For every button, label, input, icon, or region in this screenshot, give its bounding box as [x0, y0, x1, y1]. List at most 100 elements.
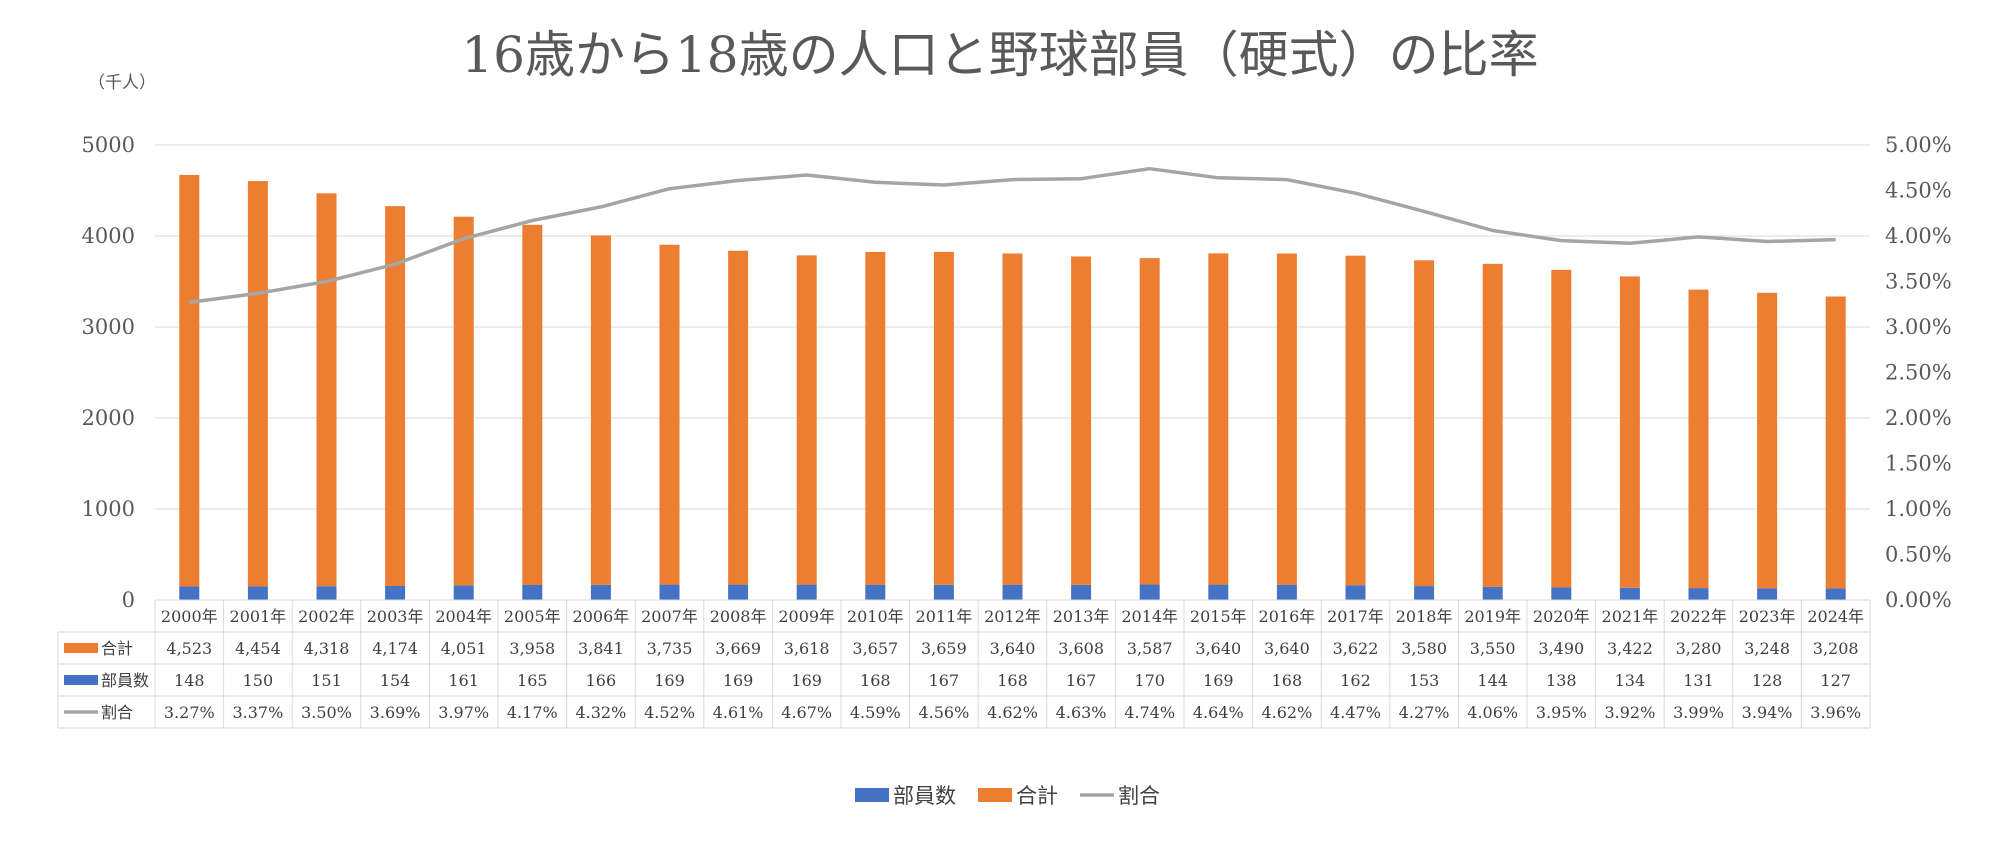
data-label: 3,640 [1264, 639, 1310, 658]
x-tick-label: 2009年 [778, 607, 835, 626]
y-left-tick-label: 3000 [82, 315, 135, 339]
data-label: 168 [860, 671, 891, 690]
bar-total [1688, 289, 1709, 589]
x-tick-label: 2015年 [1190, 607, 1247, 626]
x-tick-label: 2024年 [1807, 607, 1864, 626]
data-label: 3,657 [852, 639, 898, 658]
y-right-tick-label: 0.00% [1885, 588, 1952, 612]
x-tick-label: 2019年 [1464, 607, 1521, 626]
data-label: 3.92% [1604, 703, 1655, 722]
data-label: 3,587 [1127, 639, 1173, 658]
y-axis-unit-label: （千人） [88, 73, 156, 93]
bar-members [865, 584, 886, 600]
bar-members [1551, 587, 1572, 600]
x-tick-label: 2004年 [435, 607, 492, 626]
bar-members [1002, 584, 1023, 600]
data-label: 4.32% [575, 703, 626, 722]
data-label: 3,958 [509, 639, 555, 658]
data-label: 3,659 [921, 639, 967, 658]
data-label: 3.37% [232, 703, 283, 722]
x-tick-label: 2007年 [641, 607, 698, 626]
table-row-header: 割合 [101, 703, 133, 722]
data-label: 148 [174, 671, 205, 690]
bar-total [179, 174, 200, 587]
x-tick-label: 2023年 [1739, 607, 1796, 626]
data-label: 4.61% [713, 703, 764, 722]
data-label: 3.99% [1673, 703, 1724, 722]
bar-total [1414, 260, 1435, 587]
x-tick-label: 2014年 [1121, 607, 1178, 626]
y-right-tick-label: 0.50% [1885, 543, 1952, 567]
y-right-tick-label: 3.00% [1885, 315, 1952, 339]
data-label: 166 [586, 671, 617, 690]
data-label: 4,523 [166, 639, 212, 658]
data-label: 4.62% [1261, 703, 1312, 722]
bar-members [1619, 587, 1640, 600]
bar-total [796, 255, 817, 585]
legend-label: 部員数 [893, 784, 956, 808]
x-tick-label: 2008年 [710, 607, 767, 626]
data-label: 3.94% [1742, 703, 1793, 722]
data-table: 2000年 2001年 2002年 2003年 2004年 2005年 2006年 2007年… [57, 599, 1871, 729]
data-label: 131 [1683, 671, 1714, 690]
data-label: 4.56% [918, 703, 969, 722]
bar-total [1139, 258, 1160, 585]
x-tick-label: 2006年 [573, 607, 630, 626]
bar-total [1482, 263, 1503, 587]
data-label: 3.97% [438, 703, 489, 722]
x-tick-label: 2012年 [984, 607, 1041, 626]
y-right-tick-label: 2.00% [1885, 406, 1952, 430]
data-label: 4.52% [644, 703, 695, 722]
data-label: 4.17% [507, 703, 558, 722]
data-label: 144 [1477, 671, 1508, 690]
bar-total [1276, 253, 1297, 585]
data-label: 4.67% [781, 703, 832, 722]
y-left-tick-label: 4000 [82, 224, 135, 248]
bar-members [1208, 584, 1229, 600]
data-label: 3.69% [370, 703, 421, 722]
bar-members [1757, 588, 1778, 600]
bar-members [1345, 585, 1366, 600]
data-label: 167 [1066, 671, 1097, 690]
data-label: 3,622 [1333, 639, 1379, 658]
data-label: 3,669 [715, 639, 761, 658]
x-tick-label: 2000年 [161, 607, 218, 626]
legend: 部員数 合計 割合 [855, 784, 1160, 808]
bar-total [590, 235, 611, 585]
bar-members [1414, 586, 1435, 600]
data-label: 3,422 [1607, 639, 1653, 658]
bar-total [247, 181, 268, 587]
bar-members [796, 584, 817, 600]
x-tick-label: 2017年 [1327, 607, 1384, 626]
bar-members [659, 584, 680, 600]
data-label: 4.62% [987, 703, 1038, 722]
data-label: 3.27% [164, 703, 215, 722]
x-tick-label: 2001年 [230, 607, 287, 626]
data-label: 169 [1203, 671, 1234, 690]
bar-total [1071, 256, 1092, 585]
y-right-tick-label: 2.50% [1885, 361, 1952, 385]
axis-labels: 0 1000 2000 3000 4000 5000 0.00% 0.50% 1.00% 1.50… [82, 133, 1952, 612]
ratio-line [189, 166, 1836, 305]
legend-key-合計 [978, 788, 1012, 802]
data-label: 4.74% [1124, 703, 1175, 722]
bar-total [728, 250, 749, 585]
bar-total [659, 244, 680, 585]
bar-total [385, 206, 406, 586]
data-label: 4.47% [1330, 703, 1381, 722]
data-label: 3,841 [578, 639, 624, 658]
table-row-header: 部員数 [101, 671, 149, 690]
data-label: 3,550 [1470, 639, 1516, 658]
data-label: 3,490 [1538, 639, 1584, 658]
bar-total [1208, 253, 1229, 585]
data-label: 128 [1752, 671, 1783, 690]
data-label: 168 [997, 671, 1028, 690]
data-label: 4.64% [1193, 703, 1244, 722]
x-tick-label: 2013年 [1053, 607, 1110, 626]
data-label: 3,735 [647, 639, 693, 658]
bar-members [1688, 588, 1709, 600]
legend-key-部員数 [64, 675, 98, 685]
data-label: 4,174 [372, 639, 418, 658]
x-tick-label: 2016年 [1259, 607, 1316, 626]
